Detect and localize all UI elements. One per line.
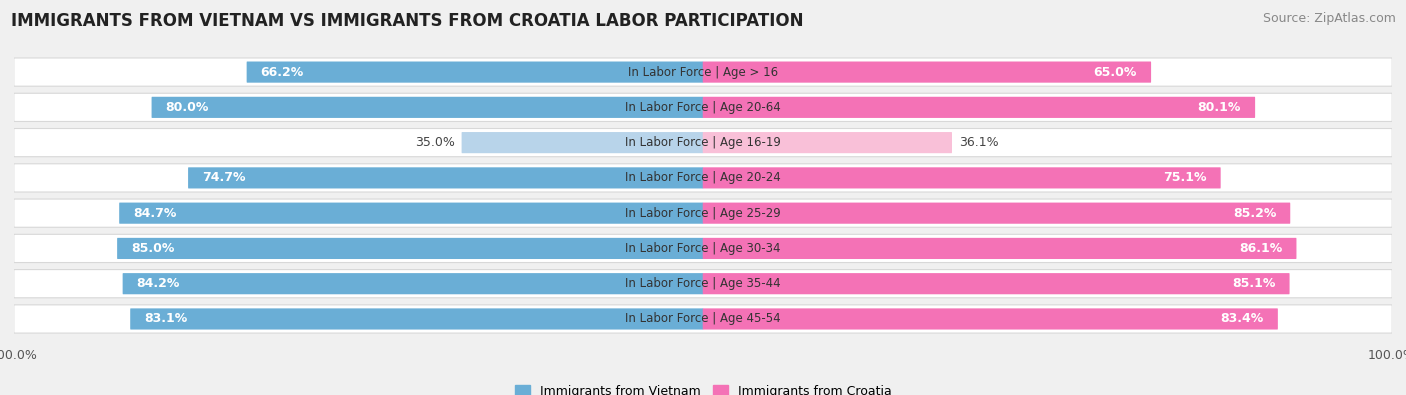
FancyBboxPatch shape — [14, 93, 1392, 122]
Text: 75.1%: 75.1% — [1163, 171, 1206, 184]
Text: 83.4%: 83.4% — [1220, 312, 1264, 325]
Text: 36.1%: 36.1% — [959, 136, 998, 149]
FancyBboxPatch shape — [188, 167, 703, 188]
FancyBboxPatch shape — [14, 58, 1392, 86]
Text: In Labor Force | Age 16-19: In Labor Force | Age 16-19 — [626, 136, 780, 149]
FancyBboxPatch shape — [703, 97, 1256, 118]
FancyBboxPatch shape — [703, 273, 1289, 294]
Text: 84.2%: 84.2% — [136, 277, 180, 290]
Text: In Labor Force | Age 45-54: In Labor Force | Age 45-54 — [626, 312, 780, 325]
FancyBboxPatch shape — [461, 132, 703, 153]
Text: 80.0%: 80.0% — [166, 101, 209, 114]
FancyBboxPatch shape — [152, 97, 703, 118]
Text: In Labor Force | Age > 16: In Labor Force | Age > 16 — [628, 66, 778, 79]
FancyBboxPatch shape — [14, 164, 1392, 192]
FancyBboxPatch shape — [703, 238, 1296, 259]
FancyBboxPatch shape — [14, 269, 1392, 298]
FancyBboxPatch shape — [703, 203, 1291, 224]
FancyBboxPatch shape — [246, 62, 703, 83]
FancyBboxPatch shape — [14, 234, 1392, 263]
FancyBboxPatch shape — [703, 62, 1152, 83]
Text: 86.1%: 86.1% — [1239, 242, 1282, 255]
Text: In Labor Force | Age 35-44: In Labor Force | Age 35-44 — [626, 277, 780, 290]
Text: In Labor Force | Age 20-64: In Labor Force | Age 20-64 — [626, 101, 780, 114]
Text: 66.2%: 66.2% — [260, 66, 304, 79]
Text: In Labor Force | Age 30-34: In Labor Force | Age 30-34 — [626, 242, 780, 255]
Text: 83.1%: 83.1% — [145, 312, 187, 325]
Text: 74.7%: 74.7% — [202, 171, 246, 184]
FancyBboxPatch shape — [131, 308, 703, 329]
Text: 80.1%: 80.1% — [1198, 101, 1241, 114]
Text: 35.0%: 35.0% — [415, 136, 456, 149]
FancyBboxPatch shape — [703, 132, 952, 153]
Text: 85.2%: 85.2% — [1233, 207, 1277, 220]
Text: 84.7%: 84.7% — [134, 207, 177, 220]
FancyBboxPatch shape — [14, 128, 1392, 157]
Text: 65.0%: 65.0% — [1094, 66, 1137, 79]
FancyBboxPatch shape — [122, 273, 703, 294]
FancyBboxPatch shape — [120, 203, 703, 224]
FancyBboxPatch shape — [703, 308, 1278, 329]
FancyBboxPatch shape — [703, 167, 1220, 188]
FancyBboxPatch shape — [14, 305, 1392, 333]
Text: In Labor Force | Age 25-29: In Labor Force | Age 25-29 — [626, 207, 780, 220]
FancyBboxPatch shape — [14, 199, 1392, 227]
Text: 85.1%: 85.1% — [1232, 277, 1275, 290]
Legend: Immigrants from Vietnam, Immigrants from Croatia: Immigrants from Vietnam, Immigrants from… — [509, 380, 897, 395]
Text: Source: ZipAtlas.com: Source: ZipAtlas.com — [1263, 12, 1396, 25]
Text: 85.0%: 85.0% — [131, 242, 174, 255]
FancyBboxPatch shape — [117, 238, 703, 259]
Text: In Labor Force | Age 20-24: In Labor Force | Age 20-24 — [626, 171, 780, 184]
Text: IMMIGRANTS FROM VIETNAM VS IMMIGRANTS FROM CROATIA LABOR PARTICIPATION: IMMIGRANTS FROM VIETNAM VS IMMIGRANTS FR… — [11, 12, 804, 30]
